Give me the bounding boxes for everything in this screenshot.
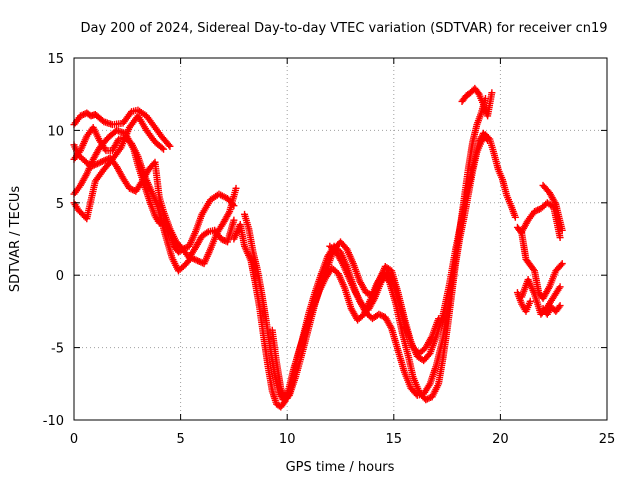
- data-point: [100, 157, 108, 165]
- data-point: [87, 163, 95, 171]
- data-point: [190, 255, 198, 263]
- data-point: [556, 283, 564, 291]
- data-point: [376, 311, 384, 319]
- data-point: [378, 312, 386, 320]
- data-marks: [70, 84, 566, 411]
- data-point: [375, 310, 383, 318]
- data-point: [425, 394, 433, 402]
- series-track-1: [70, 106, 174, 150]
- data-point: [558, 260, 566, 268]
- chart-title: Day 200 of 2024, Sidereal Day-to-day VTE…: [80, 21, 607, 36]
- data-point: [125, 184, 133, 192]
- series-track-16: [513, 289, 534, 315]
- y-tick-label: 15: [47, 52, 64, 67]
- data-point: [230, 216, 238, 224]
- data-point: [89, 162, 97, 170]
- y-tick-label: 5: [56, 197, 64, 212]
- data-point: [534, 206, 542, 214]
- data-point: [127, 185, 135, 193]
- data-point: [95, 159, 103, 167]
- series-track-10: [458, 84, 496, 120]
- data-point: [203, 229, 211, 237]
- data-point: [556, 302, 564, 310]
- data-point: [529, 265, 537, 273]
- y-tick-label: -5: [51, 342, 64, 357]
- data-point: [194, 257, 202, 265]
- series-track-13: [518, 199, 564, 242]
- data-point: [166, 142, 174, 150]
- data-point: [422, 396, 430, 404]
- data-point: [511, 213, 519, 221]
- data-point: [435, 315, 443, 323]
- data-point: [484, 137, 492, 145]
- data-point: [556, 234, 564, 242]
- data-point: [526, 297, 534, 305]
- data-point: [232, 184, 240, 192]
- series-track-7: [241, 95, 489, 404]
- series-track-9: [326, 242, 443, 357]
- data-point: [531, 207, 539, 215]
- series-track-14: [539, 181, 566, 234]
- data-point: [101, 156, 109, 164]
- x-tick-label: 25: [599, 432, 616, 447]
- data-point: [93, 160, 101, 168]
- data-point: [558, 226, 566, 234]
- series-track-5: [70, 141, 238, 262]
- data-point: [217, 235, 225, 243]
- data-point: [92, 160, 100, 168]
- data-point: [192, 256, 200, 264]
- data-point: [555, 303, 563, 311]
- y-axis-label: SDTVAR / TECUs: [8, 186, 23, 293]
- data-point: [98, 158, 106, 166]
- data-point: [165, 141, 173, 149]
- data-point: [76, 112, 84, 120]
- data-point: [557, 261, 565, 269]
- x-tick-label: 0: [70, 432, 78, 447]
- data-point: [78, 111, 86, 119]
- series-track-15: [539, 302, 564, 318]
- data-point: [97, 158, 105, 166]
- data-point: [158, 144, 166, 152]
- data-point: [488, 89, 496, 97]
- y-tick-label: 0: [56, 269, 64, 284]
- plot-frame: [73, 57, 608, 421]
- x-tick-label: 20: [492, 432, 509, 447]
- data-point: [362, 289, 370, 297]
- x-tick-label: 10: [279, 432, 296, 447]
- axis-ticks: 0 5 10 15 20 25 -10 -5 0 5 10 15: [43, 52, 616, 447]
- data-point: [532, 207, 540, 215]
- x-axis-label: GPS time / hours: [286, 460, 395, 475]
- y-tick-label: 10: [47, 124, 64, 139]
- y-tick-label: -10: [43, 414, 64, 429]
- x-tick-label: 5: [176, 432, 184, 447]
- series-track-11: [513, 223, 566, 302]
- x-tick-label: 15: [386, 432, 403, 447]
- data-point: [423, 395, 431, 403]
- data-point: [90, 161, 98, 169]
- data-point: [160, 145, 168, 153]
